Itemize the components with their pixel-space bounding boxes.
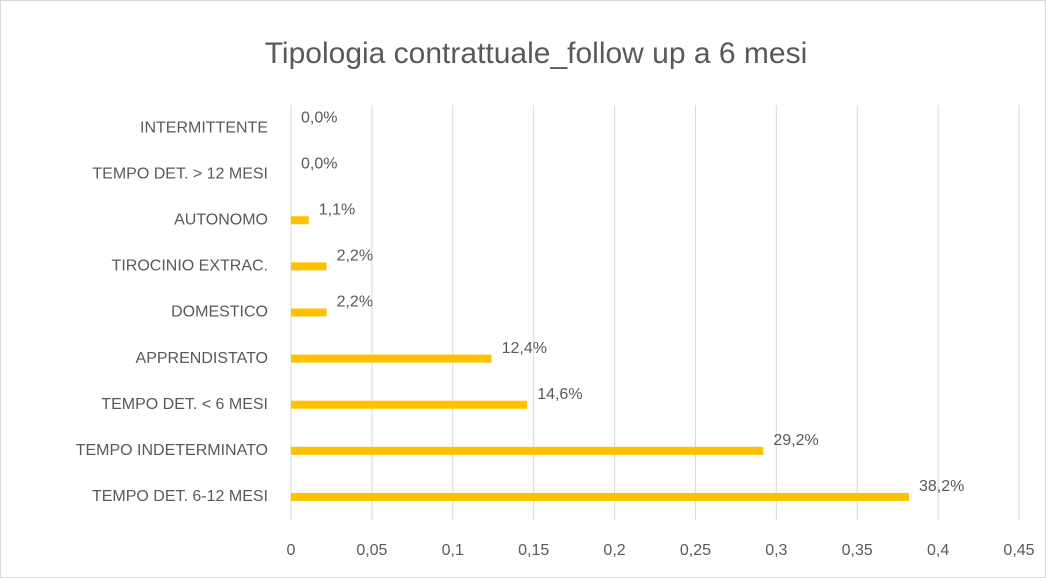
- y-tick-label: TEMPO DET. > 12 MESI: [92, 165, 268, 182]
- x-tick-label: 0,4: [927, 542, 949, 559]
- bar: [291, 308, 327, 317]
- y-tick-label: APPRENDISTATO: [136, 350, 268, 367]
- data-label: 2,2%: [337, 294, 373, 311]
- x-tick-label: 0,15: [518, 542, 549, 559]
- x-tick-label: 0: [287, 542, 296, 559]
- x-tick-label: 0,35: [842, 542, 873, 559]
- bar: [291, 492, 909, 501]
- data-label: 38,2%: [919, 478, 964, 495]
- y-tick-label: TEMPO DET. < 6 MESI: [101, 396, 268, 413]
- data-label: 29,2%: [773, 432, 818, 449]
- data-label: 0,0%: [301, 109, 337, 126]
- bar: [291, 216, 309, 225]
- data-label: 1,1%: [319, 201, 355, 218]
- data-label: 0,0%: [301, 155, 337, 172]
- data-label: 14,6%: [537, 386, 582, 403]
- x-tick-label: 0,05: [356, 542, 387, 559]
- x-tick-label: 0,3: [765, 542, 787, 559]
- x-tick-label: 0,1: [442, 542, 464, 559]
- y-tick-label: TIROCINIO EXTRAC.: [112, 258, 268, 275]
- y-tick-label: TEMPO INDETERMINATO: [76, 442, 268, 459]
- x-tick-label: 0,45: [1003, 542, 1034, 559]
- data-label: 12,4%: [502, 340, 547, 357]
- bar: [291, 446, 764, 455]
- x-tick-label: 0,2: [603, 542, 625, 559]
- bar: [291, 262, 327, 271]
- y-tick-label: TEMPO DET. 6-12 MESI: [92, 488, 268, 505]
- y-tick-label: DOMESTICO: [171, 304, 268, 321]
- y-tick-label: AUTONOMO: [174, 211, 268, 228]
- x-tick-label: 0,25: [680, 542, 711, 559]
- chart-title: Tipologia contrattuale_follow up a 6 mes…: [265, 37, 808, 70]
- data-label: 2,2%: [337, 248, 373, 265]
- y-tick-label: INTERMITTENTE: [140, 119, 268, 136]
- bar: [291, 354, 492, 363]
- bar: [291, 400, 528, 409]
